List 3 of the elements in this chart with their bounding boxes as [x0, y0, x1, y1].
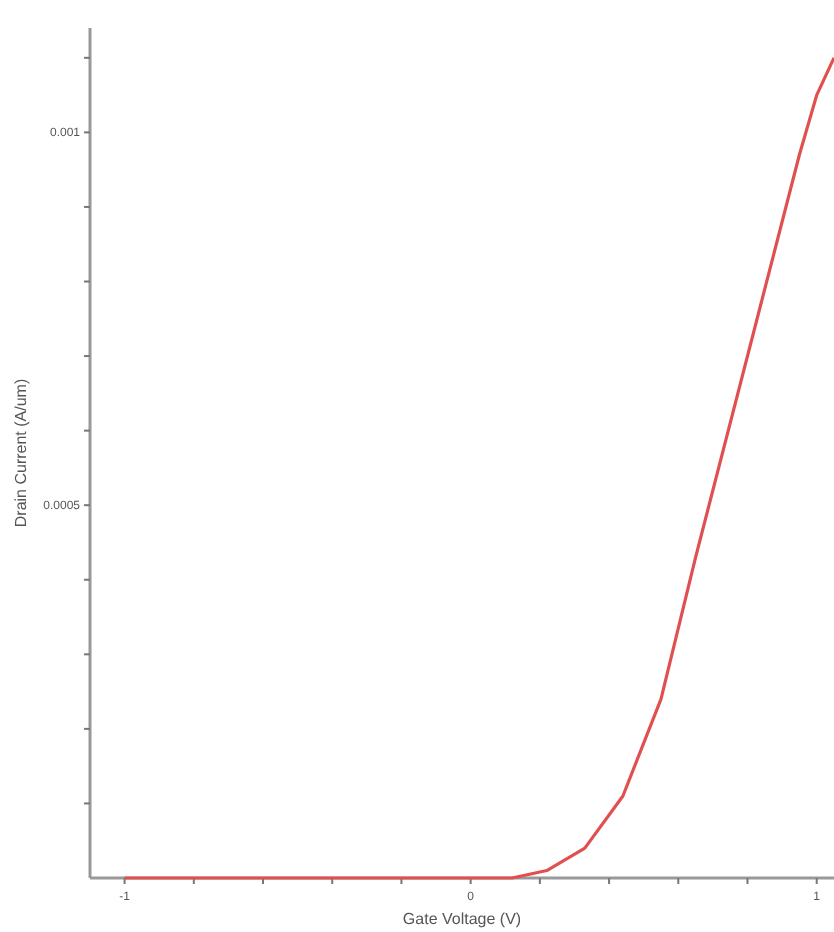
line-series [123, 56, 834, 880]
x-axis-title: Gate Voltage (V) [402, 910, 522, 928]
y-axis-title: Drain Current (A/um) [12, 378, 30, 528]
